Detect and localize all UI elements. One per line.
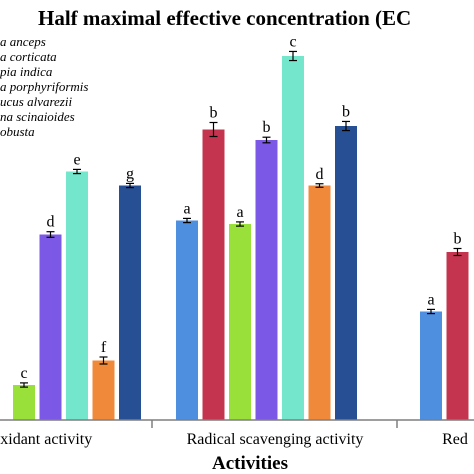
error-bar [236,221,244,227]
significance-letter: d [316,166,324,183]
bar-5-2 [282,56,304,420]
significance-letter: a [236,204,243,221]
significance-letter: e [73,151,80,168]
bar-2-3 [446,252,469,420]
error-bar [73,168,81,175]
legend-entry: a anceps [0,34,46,49]
error-bar [126,182,134,189]
significance-letter: b [263,119,271,136]
significance-letter: d [47,214,55,231]
chart-title: Half maximal effective concentration (EC [38,6,411,30]
significance-letter: g [126,165,134,182]
bar-7-2 [335,126,357,420]
error-bar [20,382,28,388]
bar-1-3 [420,311,442,420]
error-bar [289,50,297,62]
category-label: Radical scavenging activity [187,431,364,448]
bar-3-1 [13,385,35,420]
error-bar [453,247,462,257]
legend-entry: pia indica [0,64,53,79]
bar-6-2 [308,185,331,420]
error-bar [342,120,350,132]
x-axis-ticks [151,420,398,428]
significance-letter: c [289,33,296,50]
significance-letter: a [183,200,190,217]
bar-3-2 [229,224,251,420]
significance-letter: f [101,339,107,356]
bar-1-2 [176,220,198,420]
error-bar-group [20,50,462,388]
bar-5-1 [66,171,88,420]
legend-entry: ucus alvarezii [0,94,72,109]
significance-letter-group: a a b b c a d b e c f d g b [20,33,461,381]
legend-entry: a corticata [0,49,57,64]
category-label: Red [442,431,468,448]
bar-7-1 [119,185,141,420]
significance-letter: a [427,291,434,308]
significance-letter: b [342,103,350,120]
category-label: ioxidant activity [0,431,92,448]
significance-letter: b [210,105,218,122]
error-bar [46,231,55,238]
error-bar [183,217,191,224]
error-bar [209,121,218,138]
category-labels: ioxidant activity Radical scavenging acti… [0,431,468,448]
error-bar [262,136,271,144]
bar-group [13,56,469,420]
legend-entry: na scinaioides [0,109,75,124]
error-bar [427,308,435,315]
significance-letter: b [454,231,462,248]
bar-4-1 [39,234,62,420]
legend-entry: obusta [0,124,35,139]
error-bar [99,356,108,365]
bar-2-2 [202,129,225,420]
x-axis-label: Activities [212,453,288,474]
significance-letter: c [20,365,27,382]
bar-4-2 [255,140,278,420]
error-bar [315,183,324,188]
legend-entry: a porphyriformis [0,79,88,94]
bar-6-1 [92,360,115,420]
